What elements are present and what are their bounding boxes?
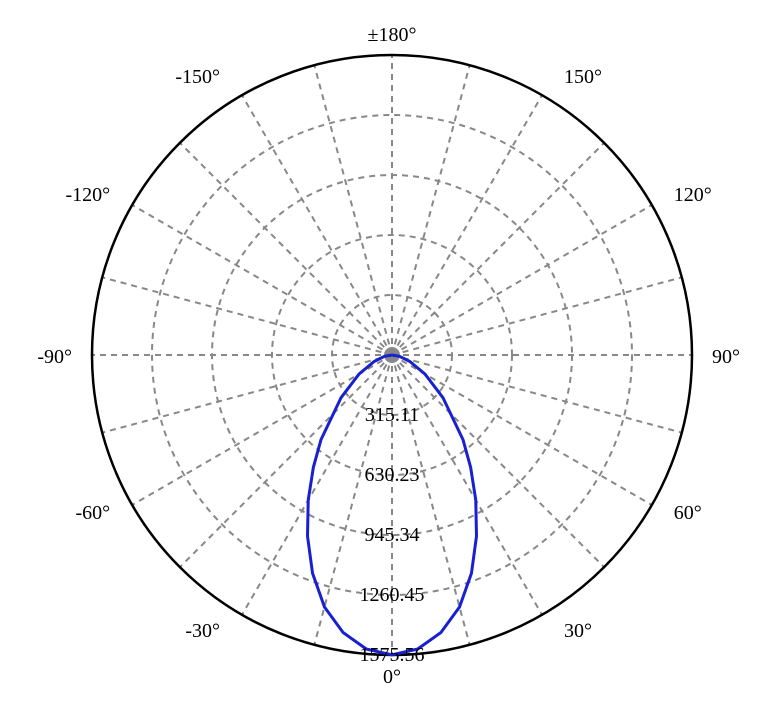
ring-label: 315.11 xyxy=(365,404,419,426)
angle-label: -150° xyxy=(175,66,220,88)
angle-label: -30° xyxy=(185,620,220,642)
ring-label: 1260.45 xyxy=(360,584,425,606)
angle-label: -120° xyxy=(66,184,111,206)
ring-label: 630.23 xyxy=(365,464,420,486)
angle-label: 60° xyxy=(674,502,702,524)
angle-label: -90° xyxy=(37,346,72,368)
ring-label: 1575.56 xyxy=(360,644,425,666)
angle-label: 120° xyxy=(674,184,712,206)
angle-label: ±180° xyxy=(368,24,417,46)
angle-label: 90° xyxy=(712,346,740,368)
angle-label: 150° xyxy=(564,66,602,88)
ring-label: 945.34 xyxy=(365,524,420,546)
angle-label: 0° xyxy=(383,666,401,688)
polar-chart: 0° 30° 60° 90° 120° 150° ±180° -150° -120° -90° -6… xyxy=(0,0,784,717)
angle-label: -60° xyxy=(76,502,111,524)
angle-label: 30° xyxy=(564,620,592,642)
